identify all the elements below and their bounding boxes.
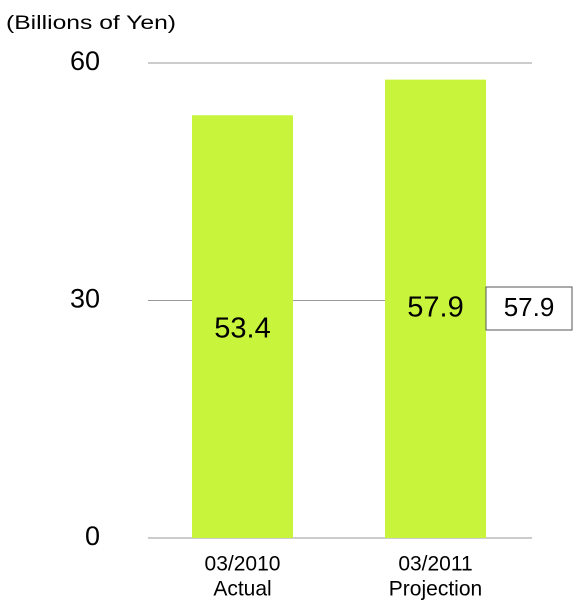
x-tick-label: Actual <box>213 578 271 601</box>
x-tick-label: Projection <box>389 578 482 601</box>
x-tick-label: 03/2010 <box>205 553 281 576</box>
y-tick-label: 30 <box>70 284 100 314</box>
callout-box <box>485 286 573 331</box>
callout-label: 57.9 <box>504 292 555 322</box>
x-tick-label: 03/2011 <box>398 553 472 576</box>
bar <box>192 115 293 538</box>
bar <box>385 79 486 538</box>
value-label: 57.9 <box>407 292 463 324</box>
value-label: 53.4 <box>214 313 270 345</box>
y-tick-label: 0 <box>85 521 100 551</box>
y-tick-label: 60 <box>70 46 100 76</box>
y-axis-label: (Billions of Yen) <box>6 13 176 34</box>
